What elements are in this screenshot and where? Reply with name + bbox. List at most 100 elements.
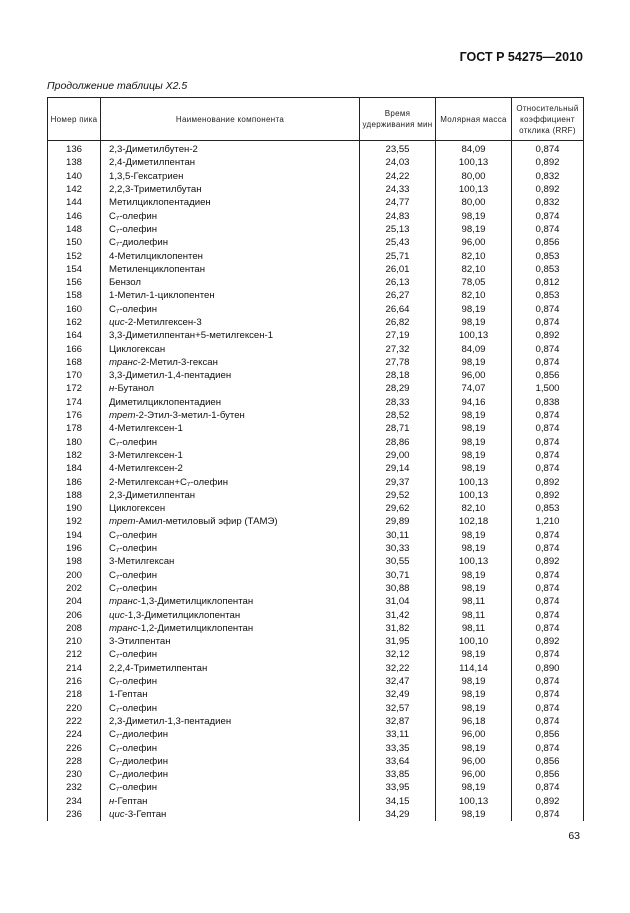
component-name-text: 4-Метилгексен-2 [109, 463, 183, 475]
component-name-cell: C₇-диолефин [100, 236, 360, 250]
table-row: 204 транс-1,3-Диметилциклопентан 31,04 98,1… [47, 595, 584, 609]
table-row: 232 C₇-олефин 33,95 98,19 0,874 [47, 781, 584, 795]
component-name-cell: 3-Метилгексен-1 [100, 448, 360, 463]
rrf-cell: 0,892 [511, 794, 584, 808]
molar-mass-cell: 98,11 [435, 595, 512, 609]
component-name-cell: 3,3-Диметилпентан+5-метилгексен-1 [100, 329, 360, 343]
table-row: 202 C₇-олефин 30,88 98,19 0,874 [47, 581, 584, 596]
retention-time-cell: 28,18 [359, 369, 436, 383]
retention-time-cell: 25,13 [359, 222, 436, 237]
retention-time-cell: 28,52 [359, 408, 436, 423]
molar-mass-cell: 94,16 [435, 395, 512, 409]
component-name-text: C₇-олефин [109, 569, 158, 581]
component-name-text: C₇-олефин [109, 543, 158, 555]
component-name-text: Бензол [109, 277, 141, 289]
column-header-retention-time: Время удерживания мин [359, 97, 436, 141]
component-name-text: C₇-олефин [109, 210, 158, 222]
component-name-text: Диметилциклопентадиен [109, 396, 222, 408]
rrf-cell: 0,890 [511, 661, 584, 675]
component-name-text: 4-Метилциклопентен [109, 250, 203, 262]
retention-time-cell: 31,95 [359, 634, 436, 649]
italic-prefix: цис [109, 317, 125, 328]
molar-mass-cell: 82,10 [435, 262, 512, 276]
peak-number-cell: 168 [47, 355, 101, 370]
component-name-cell: C₇-олефин [100, 648, 360, 662]
component-name-cell: транс-2-Метил-3-гексан [100, 355, 360, 370]
retention-time-cell: 29,37 [359, 475, 436, 489]
document-code: ГОСТ Р 54275—2010 [459, 50, 583, 64]
table-row: 172 н-Бутанол 28,29 74,07 1,500 [47, 382, 584, 396]
molar-mass-cell: 98,19 [435, 448, 512, 463]
peak-number-cell: 138 [47, 156, 101, 170]
table-row: 156 Бензол 26,13 78,05 0,812 [47, 275, 584, 290]
retention-time-cell: 34,15 [359, 794, 436, 808]
rrf-cell: 0,838 [511, 395, 584, 409]
component-name-text: 2,3-Диметил-1,3-пентадиен [109, 715, 232, 727]
component-name-text: C₇-диолефин [109, 729, 168, 741]
molar-mass-cell: 98,19 [435, 222, 512, 237]
table-row: 154 Метиленциклопентан 26,01 82,10 0,853 [47, 262, 584, 276]
component-name-cell: C₇-диолефин [100, 754, 360, 768]
retention-time-cell: 28,33 [359, 395, 436, 409]
peak-number-cell: 228 [47, 754, 101, 768]
peak-number-cell: 222 [47, 714, 101, 729]
table-row: 180 C₇-олефин 28,86 98,19 0,874 [47, 435, 584, 449]
peak-number-cell: 230 [47, 767, 101, 782]
table-row: 152 4-Метилциклопентен 25,71 82,10 0,853 [47, 249, 584, 263]
table-row: 182 3-Метилгексен-1 29,00 98,19 0,874 [47, 448, 584, 463]
component-name-text: C₇-олефин [109, 702, 158, 714]
italic-prefix: транс [109, 596, 138, 608]
italic-prefix: н [109, 795, 115, 807]
table-row: 236 цис-3-Гептан 34,29 98,19 0,874 [47, 807, 584, 822]
rrf-cell: 0,856 [511, 754, 584, 768]
retention-time-cell: 31,82 [359, 621, 436, 635]
molar-mass-cell: 98,19 [435, 781, 512, 795]
molar-mass-cell: 98,19 [435, 355, 512, 370]
component-name-cell: C₇-олефин [100, 209, 360, 223]
retention-time-cell: 24,83 [359, 209, 436, 223]
page-number: 63 [568, 830, 580, 842]
molar-mass-cell: 100,13 [435, 156, 512, 170]
table-row: 194 C₇-олефин 30,11 98,19 0,874 [47, 528, 584, 542]
peak-number-cell: 160 [47, 302, 101, 316]
component-name-cell: 4-Метилгексен-1 [100, 422, 360, 436]
peak-number-cell: 136 [47, 140, 101, 157]
component-name-text: Метиленциклопентан [109, 263, 206, 275]
column-header-molar-mass: Молярная масса [435, 97, 512, 141]
molar-mass-cell: 98,19 [435, 302, 512, 316]
component-name-cell: C₇-олефин [100, 568, 360, 582]
italic-prefix: н [109, 383, 115, 395]
component-name-cell: C₇-олефин [100, 701, 360, 715]
table-row: 168 транс-2-Метил-3-гексан 27,78 98,19 0,874 [47, 355, 584, 370]
italic-prefix: транс [109, 622, 138, 634]
peak-number-cell: 140 [47, 169, 101, 183]
component-name-cell: 1,3,5-Гексатриен [100, 169, 360, 183]
molar-mass-cell: 98,19 [435, 209, 512, 223]
component-name-cell: цис-3-Гептан [100, 807, 360, 822]
peak-number-cell: 208 [47, 621, 101, 635]
molar-mass-cell: 100,13 [435, 794, 512, 808]
peak-number-cell: 166 [47, 342, 101, 356]
rrf-cell: 0,874 [511, 608, 584, 622]
component-name-text: 1,3,5-Гексатриен [109, 170, 184, 182]
retention-time-cell: 26,82 [359, 315, 436, 330]
rrf-cell: 0,874 [511, 714, 584, 729]
component-name-text: C₇-диолефин [109, 755, 168, 767]
retention-time-cell: 23,55 [359, 140, 436, 157]
rrf-cell: 0,874 [511, 435, 584, 449]
rrf-cell: 0,856 [511, 767, 584, 782]
component-name-cell: Бензол [100, 275, 360, 290]
component-name-text: C₇-олефин [109, 582, 158, 594]
molar-mass-cell: 84,09 [435, 342, 512, 356]
rrf-cell: 0,892 [511, 555, 584, 569]
peak-number-cell: 190 [47, 502, 101, 516]
retention-time-cell: 30,71 [359, 568, 436, 582]
molar-mass-cell: 80,00 [435, 196, 512, 210]
component-name-cell: 3-Метилгексан [100, 555, 360, 569]
component-name-cell: 3,3-Диметил-1,4-пентадиен [100, 369, 360, 383]
rrf-cell: 0,874 [511, 209, 584, 223]
peak-number-cell: 176 [47, 408, 101, 423]
rrf-cell: 0,892 [511, 329, 584, 343]
molar-mass-cell: 82,10 [435, 289, 512, 303]
component-name-text: -Амил-метиловый эфир (ТАМЭ) [135, 516, 278, 528]
